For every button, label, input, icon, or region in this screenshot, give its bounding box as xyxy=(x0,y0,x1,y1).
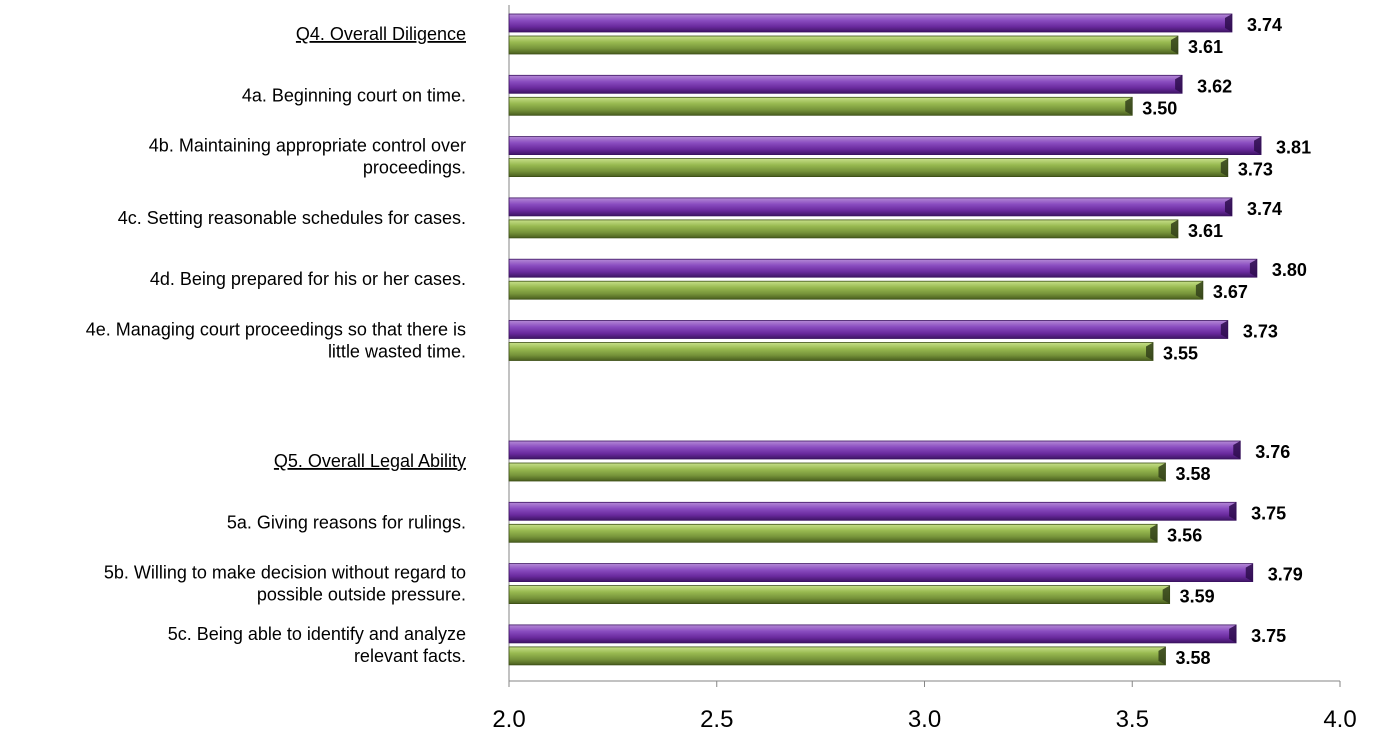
bar-end-cap xyxy=(1220,158,1228,177)
bar-end-cap xyxy=(1162,585,1170,604)
bar-end-cap xyxy=(1125,97,1133,116)
category-label: 4b. Maintaining appropriate control over… xyxy=(149,136,466,178)
bar-end-cap xyxy=(1233,441,1241,459)
x-tick-label: 2.0 xyxy=(492,706,525,732)
bar-value-label: 3.74 xyxy=(1247,199,1282,219)
bar-series-2 xyxy=(508,585,1171,604)
bar-value-label: 3.58 xyxy=(1175,648,1210,668)
category-label: 5a. Giving reasons for rulings. xyxy=(227,512,466,532)
bar-value-label: 3.62 xyxy=(1197,76,1232,96)
bar-value-label: 3.81 xyxy=(1276,138,1311,158)
category-label: 4e. Managing court proceedings so that t… xyxy=(86,320,466,362)
bar-value-label: 3.58 xyxy=(1175,464,1210,484)
bar-end-cap xyxy=(1229,502,1237,521)
bar-value-label: 3.75 xyxy=(1251,503,1286,523)
bar-series-1 xyxy=(508,320,1229,339)
bar-value-label: 3.74 xyxy=(1247,15,1282,35)
bar-series-2 xyxy=(508,280,1204,300)
bar-series-2 xyxy=(508,219,1179,239)
bar-series-1 xyxy=(508,258,1258,278)
bar-end-cap xyxy=(1195,281,1203,300)
bar-series-2 xyxy=(508,158,1229,178)
bar-end-cap xyxy=(1158,646,1166,665)
category-label: 5c. Being able to identify and analyze re… xyxy=(168,624,466,666)
x-tick-label: 2.5 xyxy=(700,706,733,732)
category-header-label: Q5. Overall Legal Ability xyxy=(274,451,466,471)
bar-value-label: 3.56 xyxy=(1167,525,1202,545)
bar-value-label: 3.50 xyxy=(1142,98,1177,118)
bar-value-label: 3.79 xyxy=(1268,565,1303,585)
bar-value-label: 3.67 xyxy=(1213,282,1248,302)
bar-series-2 xyxy=(508,342,1154,361)
bar-end-cap xyxy=(1150,524,1158,543)
bar-series-1 xyxy=(508,136,1262,156)
category-header-label: Q4. Overall Diligence xyxy=(296,24,466,44)
category-label: 5b. Willing to make decision without reg… xyxy=(104,563,466,605)
bar-value-label: 3.61 xyxy=(1188,221,1223,241)
bar-series-2 xyxy=(508,646,1166,666)
bar-value-label: 3.80 xyxy=(1272,260,1307,280)
category-label: 4d. Being prepared for his or her cases. xyxy=(150,269,466,289)
bar-series-1 xyxy=(508,563,1254,582)
bar-value-label: 3.73 xyxy=(1243,322,1278,342)
bar-end-cap xyxy=(1170,219,1178,238)
bar-series-1 xyxy=(508,197,1233,217)
bar-end-cap xyxy=(1224,14,1232,32)
x-tick-label: 3.5 xyxy=(1116,706,1149,732)
bar-end-cap xyxy=(1220,320,1228,339)
bar-series-1 xyxy=(508,501,1237,521)
bar-series-2 xyxy=(508,523,1158,543)
bar-end-cap xyxy=(1224,197,1232,216)
bar-series-1 xyxy=(508,440,1241,460)
category-label: 4c. Setting reasonable schedules for cas… xyxy=(118,208,466,228)
bar-end-cap xyxy=(1170,36,1178,54)
bar-series-2 xyxy=(508,462,1166,482)
bar-value-label: 3.76 xyxy=(1255,442,1290,462)
bar-value-label: 3.55 xyxy=(1163,344,1198,364)
bar-value-label: 3.73 xyxy=(1238,160,1273,180)
bar-series-2 xyxy=(508,96,1133,116)
bar-end-cap xyxy=(1249,259,1257,278)
bar-series-1 xyxy=(508,624,1237,644)
bar-end-cap xyxy=(1146,342,1154,361)
bar-series-1 xyxy=(508,74,1183,94)
bar-end-cap xyxy=(1175,75,1183,94)
x-tick-label: 4.0 xyxy=(1323,706,1356,732)
category-label: 4a. Beginning court on time. xyxy=(242,85,466,105)
bar-value-label: 3.75 xyxy=(1251,626,1286,646)
bar-value-label: 3.59 xyxy=(1180,587,1215,607)
bar-end-cap xyxy=(1254,136,1262,155)
bar-end-cap xyxy=(1158,463,1166,481)
bar-end-cap xyxy=(1245,563,1253,582)
bar-end-cap xyxy=(1229,624,1237,643)
x-tick-label: 3.0 xyxy=(908,706,941,732)
bar-series-2 xyxy=(508,35,1179,55)
bar-value-label: 3.61 xyxy=(1188,37,1223,57)
bar-series-1 xyxy=(508,13,1233,33)
plot-area: 2.0 2.5 3.0 3.5 4.0 Q4. Overall Diligence 3.74… xyxy=(86,5,1357,732)
